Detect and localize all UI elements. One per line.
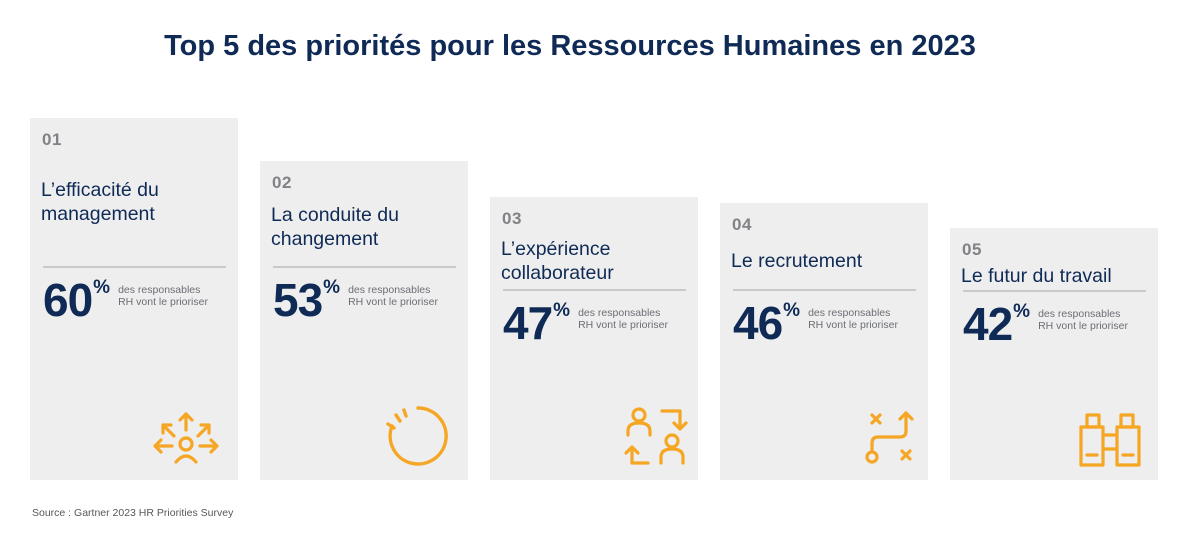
card-number: 03: [502, 209, 522, 228]
card-label: Le futur du travail: [961, 265, 1112, 287]
card-percentage: 47: [503, 297, 553, 349]
card-divider: [733, 289, 916, 291]
priority-card-4: 04 Le recrutement 46 % des responsables …: [720, 203, 928, 480]
card-divider: [963, 290, 1146, 292]
card-description: des responsables RH vont le prioriser: [808, 307, 898, 331]
card-percentage: 53: [273, 274, 323, 326]
card-number: 01: [42, 130, 62, 149]
card-percentage: 42: [963, 298, 1013, 350]
card-label: L’expérience collaborateur: [501, 238, 614, 284]
card-stat: 60 % des responsables RH vont le prioris…: [43, 274, 210, 326]
card-percent-sign: %: [553, 300, 571, 321]
card-percentage: 60: [43, 274, 93, 326]
card-description: des responsables RH vont le prioriser: [1038, 308, 1128, 332]
arrows-outward-person-icon: [153, 412, 219, 464]
card-divider: [503, 289, 686, 291]
card-divider: [43, 266, 226, 268]
card-stat: 46 % des responsables RH vont le prioris…: [733, 297, 900, 349]
card-percent-sign: %: [783, 300, 801, 321]
circular-arrow-icon: [386, 406, 448, 466]
card-label: L’efficacité du management: [41, 179, 159, 225]
page-title: Top 5 des priorités pour les Ressources …: [164, 30, 976, 62]
card-divider: [273, 266, 456, 268]
card-number: 05: [962, 240, 982, 259]
priority-card-5: 05 Le futur du travail 42 % des responsa…: [950, 228, 1158, 480]
card-number: 02: [272, 173, 292, 192]
card-percent-sign: %: [1013, 301, 1031, 322]
card-description: des responsables RH vont le prioriser: [118, 284, 208, 308]
people-exchange-icon: [624, 407, 688, 465]
card-description: des responsables RH vont le prioriser: [578, 307, 668, 331]
priority-card-1: 01 L’efficacité du management 60 % des r…: [30, 118, 238, 480]
card-label: La conduite du changement: [271, 204, 399, 250]
card-percentage: 46: [733, 297, 783, 349]
strategy-path-icon: [865, 411, 914, 464]
card-stat: 42 % des responsables RH vont le prioris…: [963, 298, 1130, 350]
card-label: Le recrutement: [731, 250, 863, 272]
card-stat: 53 % des responsables RH vont le prioris…: [273, 274, 440, 326]
priority-card-2: 02 La conduite du changement 53 % des re…: [260, 161, 468, 480]
card-stat: 47 % des responsables RH vont le prioris…: [503, 297, 670, 349]
card-percent-sign: %: [323, 277, 341, 298]
card-percent-sign: %: [93, 277, 111, 298]
binoculars-icon: [1079, 413, 1141, 467]
card-number: 04: [732, 215, 752, 234]
card-description: des responsables RH vont le prioriser: [348, 284, 438, 308]
priority-card-3: 03 L’expérience collaborateur 47 % des r…: [490, 197, 698, 480]
source-note: Source : Gartner 2023 HR Priorities Surv…: [32, 507, 234, 519]
